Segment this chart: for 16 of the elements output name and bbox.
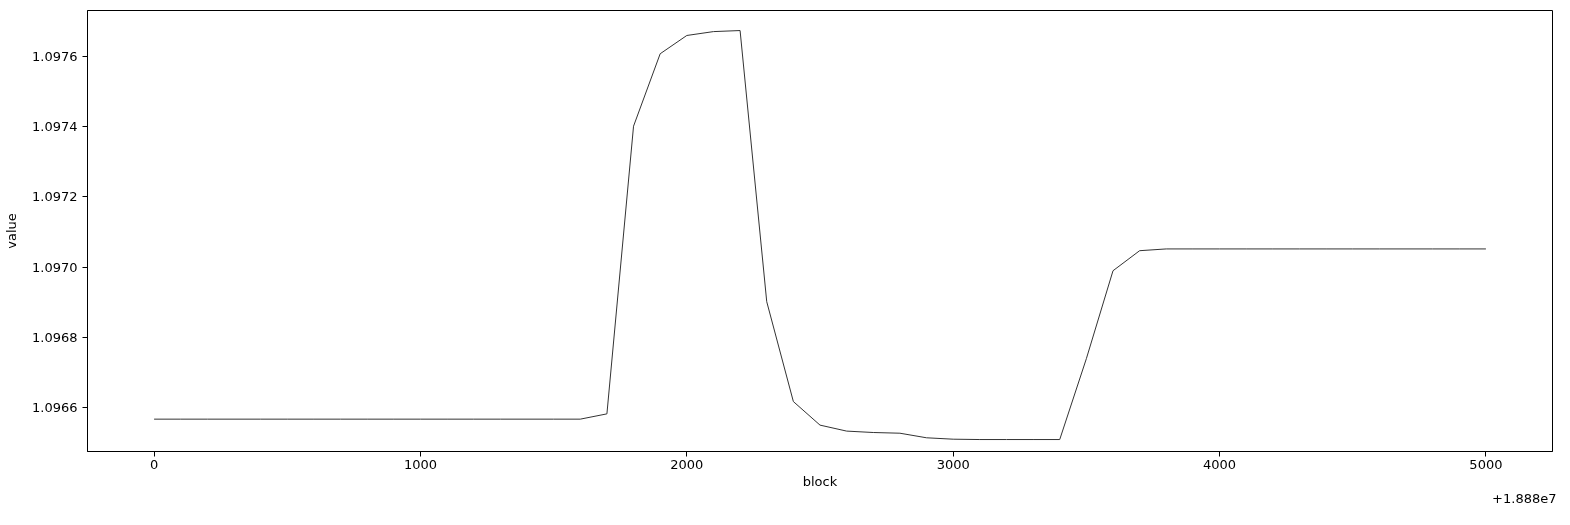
y-tick-label: 1.0974	[32, 119, 78, 135]
line-series	[153, 30, 1487, 441]
x-tick-label: 1000	[403, 456, 438, 472]
x-tick-label: 5000	[1469, 456, 1503, 472]
x-tick-label: 4000	[1203, 456, 1237, 472]
x-axis-title: block	[802, 473, 838, 489]
y-tick-label: 1.0966	[32, 400, 78, 416]
y-axis-title: value	[4, 213, 20, 249]
x-tick-label: 3000	[936, 456, 970, 472]
text: +1.888e7	[1492, 490, 1557, 506]
y-tick-label: 1.0972	[32, 189, 78, 205]
y-tick-label: 1.0976	[32, 48, 78, 64]
y-tick-label: 1.0968	[32, 330, 78, 346]
x-tick-label: 2000	[670, 456, 704, 472]
x-tick-label: 0	[149, 456, 159, 472]
y-tick-label: 1.0970	[32, 259, 78, 275]
